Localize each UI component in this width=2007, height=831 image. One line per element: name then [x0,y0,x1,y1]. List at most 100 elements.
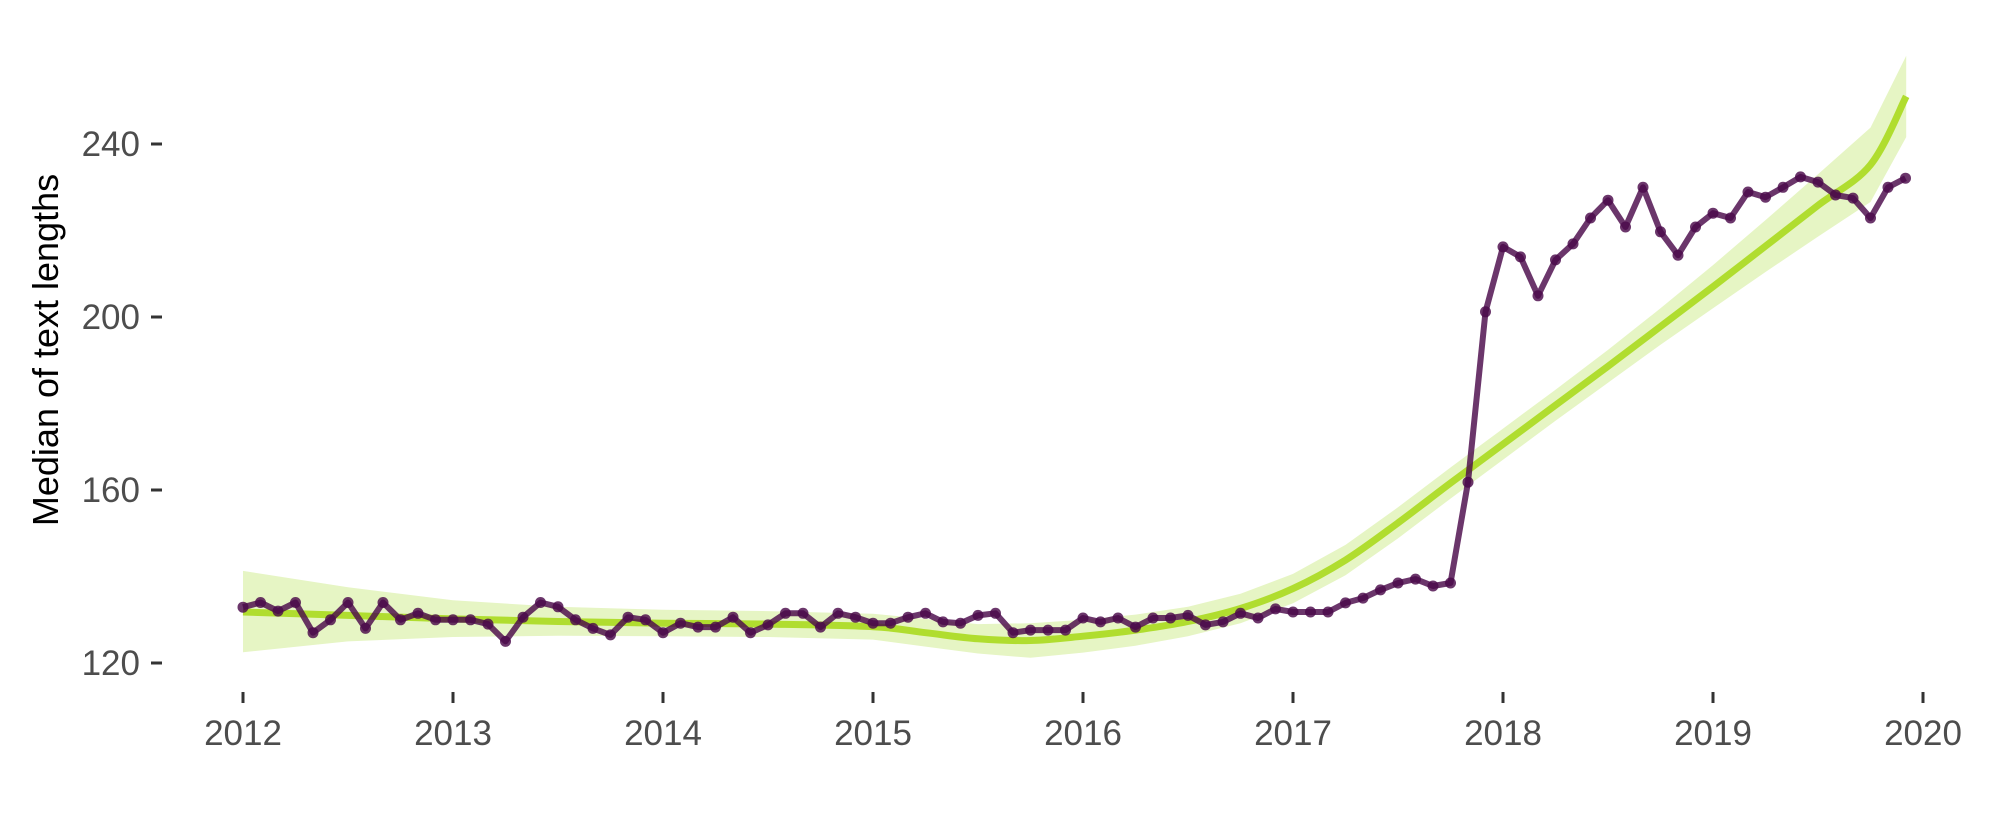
data-point [1550,254,1561,266]
confidence-ribbon-area [243,55,1907,658]
data-point [622,611,634,623]
data-point [640,614,651,626]
data-point [1585,212,1596,224]
data-point [937,616,949,628]
data-point [1392,577,1404,589]
data-point [1322,606,1334,618]
data-point [1672,249,1684,261]
data-point [1480,306,1491,318]
data-point [1795,171,1806,183]
data-point [1515,251,1526,263]
data-point [1270,603,1281,615]
data-point [1287,606,1299,618]
data-point [1865,212,1876,224]
data-point [1830,189,1841,201]
data-point [972,609,984,621]
data-point [1620,221,1631,233]
data-point [570,614,581,626]
data-point [1497,241,1509,253]
data-point [360,622,371,634]
data-point [552,601,564,613]
data-point [1217,616,1229,628]
data-point [342,597,354,608]
data-point [1690,221,1701,233]
x-tick-label: 2014 [624,714,702,753]
y-tick-label: 240 [82,125,140,164]
data-point [727,611,739,623]
data-point [1340,597,1351,609]
data-point [1200,619,1211,631]
data-point [710,621,721,633]
data-point [885,617,896,629]
data-point [1445,577,1456,589]
data-point [1882,181,1894,193]
data-point [692,621,704,633]
data-point [1147,612,1159,624]
data-point [1655,226,1666,238]
data-point [1007,627,1019,639]
data-point [920,607,931,619]
data-point [1042,624,1054,636]
data-point [1847,192,1859,204]
y-axis-title: Median of text lengths [25,174,66,526]
confidence-ribbon [243,55,1907,658]
x-tick-label: 2017 [1254,714,1332,753]
data-point [605,629,616,641]
data-point [430,614,441,626]
data-point [762,619,774,631]
data-point [867,617,879,629]
data-point [395,614,406,626]
data-point [850,611,861,623]
data-point [1305,606,1316,618]
data-point [377,597,389,608]
data-point [815,621,826,633]
data-point [1077,612,1089,624]
monthly-median-series [237,171,1911,647]
data-point [1567,238,1579,250]
data-point [1900,172,1911,184]
x-tick-label: 2013 [414,714,492,753]
data-point [1060,624,1071,636]
data-point [465,614,476,626]
data-point [1375,584,1386,596]
x-tick-label: 2015 [834,714,912,753]
data-point [1760,191,1771,203]
data-point [1707,207,1719,219]
data-point [1410,573,1421,585]
x-tick-label: 2020 [1884,714,1962,753]
data-point [657,627,669,639]
data-point [832,607,844,619]
data-point [1427,580,1439,592]
y-tick-label: 160 [82,471,140,510]
data-point [272,605,284,617]
data-point [290,597,301,608]
data-point [500,635,511,647]
x-axis: 2012 2013 2014 2015 2016 2017 2018 2019 2020 [204,692,1962,753]
data-point [1777,181,1789,193]
data-point [1165,612,1176,624]
data-point [325,614,336,626]
data-point [902,611,914,623]
data-point [1025,624,1036,636]
data-point [1112,612,1124,624]
data-point [482,618,494,630]
data-point [675,617,686,629]
data-point [1095,616,1106,628]
data-point [535,597,546,608]
data-point [1130,621,1141,633]
smooth-trend-path [242,94,1910,645]
data-point [780,607,791,619]
data-point [1357,592,1369,604]
data-point [517,611,529,623]
y-tick-label: 120 [82,644,140,683]
data-point [412,607,424,619]
data-point [990,607,1001,619]
data-point [1725,212,1736,224]
x-tick-label: 2018 [1464,714,1542,753]
data-point [237,601,249,613]
x-tick-label: 2016 [1044,714,1122,753]
monthly-median-line [242,173,1907,645]
y-axis: 120 160 200 240 [82,125,162,683]
